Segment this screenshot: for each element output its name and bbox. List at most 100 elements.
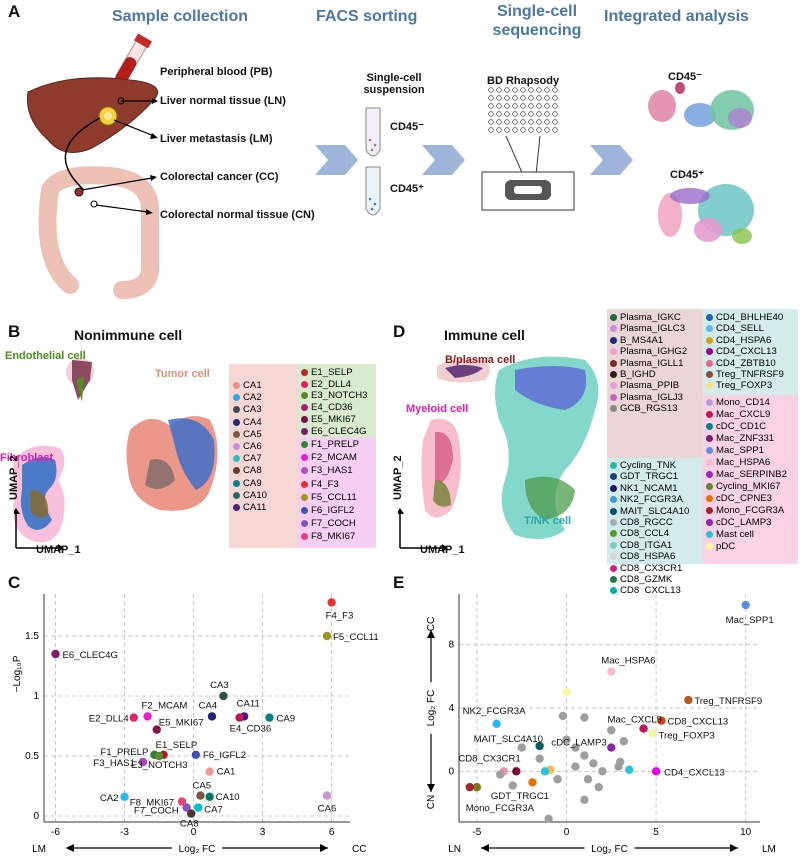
legend-swatch <box>610 348 617 356</box>
legend-label: Mono_FCGR3A <box>716 505 785 516</box>
legend-swatch <box>706 435 713 442</box>
title-single-cell-seq: Single-cell sequencing <box>492 3 582 39</box>
point-gdt-trgc1 <box>472 782 482 792</box>
point-unlabeled <box>558 711 568 721</box>
legend-myeloid-item: Mono_FCGR3A <box>706 505 784 516</box>
legend-endo-bg <box>298 364 376 437</box>
legend-myeloid-item: cDC_CD1C <box>706 421 766 432</box>
point-mono-fcgr3a <box>465 782 474 792</box>
legend-t2-bg <box>703 309 798 395</box>
y-tick-label: 0.5 <box>25 751 39 762</box>
point-f2-mcam <box>143 712 152 721</box>
bd-rhapsody-label: BD Rhapsody <box>487 75 560 87</box>
sample-pb: Peripheral blood (PB) <box>160 66 273 78</box>
legend-fib-item: F2_MCAM <box>301 452 357 463</box>
chevron-right-icon <box>590 145 633 175</box>
legend-label: Plasma_IGKC <box>620 312 681 323</box>
y-tick-label: 8 <box>448 640 454 651</box>
legend-endo-item: E5_MKI67 <box>301 414 356 425</box>
cd45neg-label: CD45⁻ <box>390 121 424 133</box>
legend-swatch <box>233 491 240 499</box>
legend-label: CD8_RGCC <box>620 517 673 528</box>
legend-ca-item: CA6 <box>233 441 262 452</box>
legend-ca-item: CA4 <box>233 417 262 428</box>
label-fibroblast: Fibroblast <box>0 452 54 464</box>
legend-label: CA11 <box>243 502 267 513</box>
legend-swatch <box>610 359 617 367</box>
legend-tnk-item: Cycling_TNK <box>610 460 676 471</box>
y-tick-label: 0 <box>448 766 454 777</box>
legend-swatch <box>706 325 713 333</box>
point-unlabeled <box>625 765 634 774</box>
legend-tnk-item: CD8_HSPA6 <box>610 551 675 562</box>
y-tick-label: 1 <box>33 691 39 702</box>
legend-swatch <box>706 411 713 418</box>
legend-label: CA4 <box>243 416 262 428</box>
x-tick-label: -5 <box>472 827 481 838</box>
point-unlabeled <box>517 743 526 752</box>
point-unlabeled <box>562 735 571 744</box>
point-unlabeled <box>580 713 589 722</box>
umap2-label-d: UMAP_2 <box>392 455 404 500</box>
legend-label: B_MS4A1 <box>620 334 664 346</box>
point-f4-f3 <box>327 598 336 607</box>
legend-label: Plasma_IGLJ3 <box>620 391 683 403</box>
cd45pos-label: CD45⁺ <box>390 183 424 195</box>
point-label: CA9 <box>276 714 295 725</box>
point-unlabeled <box>583 775 593 784</box>
liver-icon <box>26 77 158 153</box>
legend-swatch <box>610 382 617 390</box>
legend-tnk-item: CD8_CCL4 <box>610 528 669 539</box>
point-label: F5_CCL11 <box>333 632 379 643</box>
point-label: CD8_CX3CR1 <box>458 753 520 764</box>
point-label: F3_HAS1 <box>93 758 135 769</box>
sample-ln: Liver normal tissue (LN) <box>160 95 286 107</box>
legend-myeloid-item: Mac_SERPINB2 <box>706 469 787 480</box>
bd-rhapsody-chip-icon <box>481 84 575 211</box>
point-unlabeled <box>580 751 589 760</box>
legend-label: MAIT_SLC4A10 <box>620 505 690 517</box>
legend-swatch <box>301 441 308 448</box>
legend-myeloid-item: pDC <box>706 541 735 552</box>
legend-swatch <box>233 418 240 426</box>
point-cd8-cxcl13 <box>657 716 666 725</box>
umap-cd45neg-label: CD45⁻ <box>668 71 702 83</box>
legend-swatch <box>706 371 713 378</box>
legend-myeloid-item: cDC_LAMP3 <box>706 517 771 528</box>
point-label: F4_F3 <box>326 610 354 621</box>
legend-label: cDC_CPNE3 <box>716 493 772 504</box>
point-ca3 <box>219 691 228 701</box>
label-bplasma: B/plasma cell <box>445 354 516 366</box>
legend-swatch <box>610 484 617 492</box>
point-label: E3_NOTCH3 <box>131 760 188 771</box>
legend-label: E5_MKI67 <box>311 413 356 425</box>
point-mac-cxcl9 <box>639 724 648 733</box>
legend-label: cDC_LAMP3 <box>716 517 772 528</box>
legend-label: E2_DLL4 <box>311 378 352 390</box>
legend-swatch <box>706 483 713 490</box>
legend-label: CA2 <box>243 392 262 404</box>
point-label: F2_MCAM <box>142 700 188 711</box>
legend-swatch <box>233 394 240 402</box>
legend-label: CD8_CX3CR1 <box>620 562 683 574</box>
panel-label-e: E <box>393 573 405 592</box>
title-facs-sorting: FACS sorting <box>316 8 418 25</box>
legend-swatch <box>233 430 240 438</box>
point-unlabeled <box>528 778 537 787</box>
x-axis-right-label: LM <box>762 844 776 855</box>
panel-label-b: B <box>8 322 21 341</box>
y-tick-label: 1.5 <box>25 631 39 642</box>
point-unlabeled <box>571 743 580 752</box>
legend-label: CA1 <box>243 380 262 391</box>
legend-label: F6_IGFL2 <box>311 505 355 516</box>
point-label: Mac_SPP1 <box>726 615 774 626</box>
legend-myeloid-item: Cycling_MKI67 <box>706 481 781 492</box>
legend-label: CD4_BHLHE40 <box>716 312 784 323</box>
point-ca4 <box>207 712 217 721</box>
x-tick-label: 10 <box>740 827 752 838</box>
legend-label: CA5 <box>243 428 262 440</box>
legend-swatch <box>610 553 617 561</box>
legend-m-bg <box>703 395 798 564</box>
legend-swatch <box>706 447 713 454</box>
point-ca2 <box>120 792 129 801</box>
